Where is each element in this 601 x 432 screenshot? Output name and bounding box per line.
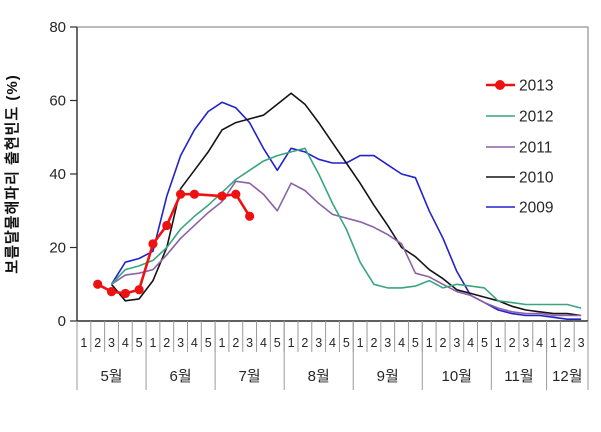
week-label: 2: [370, 336, 377, 350]
week-label: 5: [343, 336, 350, 350]
week-label: 5: [274, 336, 281, 350]
week-label: 2: [440, 336, 447, 350]
week-label: 1: [80, 336, 87, 350]
week-label: 2: [301, 336, 308, 350]
week-label: 4: [260, 336, 267, 350]
week-label: 3: [578, 336, 585, 350]
legend-label-2013: 2013: [519, 78, 553, 95]
month-label: 7월: [239, 368, 261, 385]
y-tick-label: 0: [58, 313, 66, 330]
week-label: 1: [357, 336, 364, 350]
y-tick-label: 80: [49, 19, 66, 36]
legend-label-2012: 2012: [519, 109, 553, 126]
week-label: 3: [108, 336, 115, 350]
y-axis-title: 보름달물해파리 출현빈도 (%): [3, 74, 21, 273]
y-tick-label: 60: [49, 93, 66, 110]
week-label: 3: [315, 336, 322, 350]
series-marker-2013: [189, 189, 199, 199]
week-label: 3: [177, 336, 184, 350]
month-label: 10월: [442, 368, 473, 385]
month-label: 5월: [100, 368, 122, 385]
series-line-2012: [110, 147, 582, 309]
week-label: 3: [246, 336, 253, 350]
week-label: 1: [426, 336, 433, 350]
week-label: 2: [94, 336, 101, 350]
week-label: 4: [191, 336, 198, 350]
series-line-2009: [110, 101, 582, 320]
y-tick-label: 20: [49, 240, 66, 257]
series-marker-2013: [120, 288, 130, 299]
week-label: 3: [453, 336, 460, 350]
week-label: 1: [149, 336, 156, 350]
legend-label-2011: 2011: [519, 140, 552, 157]
week-label: 5: [136, 336, 143, 350]
series-marker-2013: [148, 239, 158, 249]
week-label: 4: [329, 336, 336, 350]
week-label: 5: [205, 336, 212, 350]
series-marker-2013: [175, 189, 186, 199]
series-marker-2013: [134, 285, 144, 295]
month-label: 9월: [377, 368, 399, 385]
week-label: 1: [495, 336, 502, 350]
series-marker-2013: [93, 279, 103, 289]
week-label: 4: [467, 336, 474, 350]
week-label: 1: [219, 336, 226, 350]
week-label: 2: [232, 336, 239, 350]
week-label: 2: [509, 336, 516, 350]
series-marker-2013: [217, 191, 227, 201]
month-label: 12월: [552, 368, 583, 385]
week-label: 2: [564, 336, 571, 350]
week-label: 4: [122, 336, 129, 350]
series-line-2011: [111, 180, 582, 317]
series-marker-2013: [162, 220, 172, 231]
legend-marker-2013: [495, 80, 505, 90]
plot-frame: [76, 26, 589, 322]
month-label: 11월: [504, 368, 533, 385]
week-label: 4: [536, 336, 543, 350]
week-label: 5: [481, 336, 488, 350]
week-label: 2: [163, 336, 170, 350]
series-line-2010: [110, 92, 582, 317]
week-label: 3: [522, 336, 529, 350]
series-marker-2013: [245, 211, 255, 221]
y-tick-label: 40: [49, 166, 66, 183]
week-label: 1: [288, 336, 295, 350]
legend-label-2009: 2009: [519, 200, 553, 217]
series-marker-2013: [231, 189, 241, 199]
week-label: 4: [398, 336, 405, 350]
legend-label-2010: 2010: [519, 170, 554, 187]
week-label: 3: [384, 336, 391, 350]
week-label: 5: [412, 336, 419, 350]
month-label: 6월: [170, 368, 192, 385]
series-marker-2013: [106, 287, 117, 297]
week-label: 1: [550, 336, 557, 350]
month-label: 8월: [308, 368, 330, 385]
